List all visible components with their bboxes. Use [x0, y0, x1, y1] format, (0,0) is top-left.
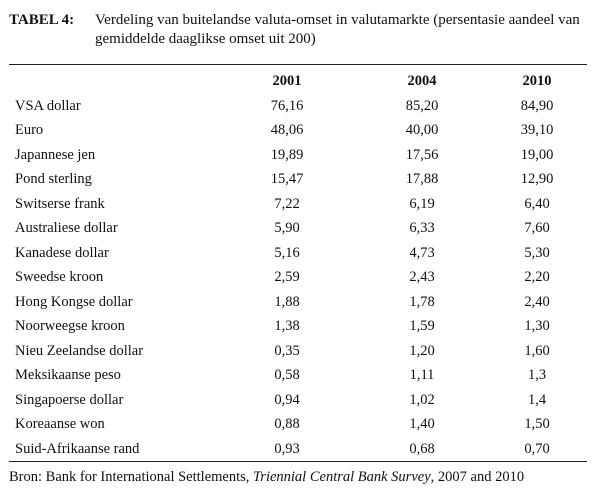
cell-2001: 1,38: [274, 318, 300, 334]
cell-2010: 1,60: [524, 342, 550, 359]
cell-2004: 1,40: [409, 416, 435, 432]
table-row: Australiese dollar 5,90 6,33 7,60: [9, 216, 587, 241]
table-row: Meksikaanse peso 0,58 1,11 1,3: [9, 363, 587, 388]
row-label: Hong Kongse dollar: [15, 293, 133, 310]
header-year-2010: 2010: [522, 73, 552, 89]
table-row: Euro 48,06 40,00 39,10: [9, 118, 587, 143]
table-row: VSA dollar 76,16 85,20 84,90: [9, 94, 587, 119]
cell-2010: 1,50: [524, 416, 550, 432]
table-row: Japannese jen 19,89 17,56 19,00: [9, 143, 587, 168]
row-label: Koreaanse won: [15, 416, 105, 432]
cell-2010: 2,20: [524, 269, 550, 285]
header-currency-column: [9, 69, 217, 94]
cell-2001: 48,06: [270, 122, 304, 138]
cell-2004: 6,33: [409, 220, 435, 236]
table-row: Sweedse kroon 2,59 2,43 2,20: [9, 265, 587, 290]
table-row: Noorweegse kroon 1,38 1,59 1,30: [9, 314, 587, 339]
cell-2004: 1,02: [409, 391, 435, 408]
table-row: Switserse frank 7,22 6,19 6,40: [9, 192, 587, 217]
table-number-label: TABEL 4:: [9, 12, 75, 28]
table-row: Suid-Afrikaanse rand 0,93 0,68 0,70: [9, 437, 587, 462]
cell-2004: 0,68: [409, 440, 435, 457]
row-label: Meksikaanse peso: [15, 367, 121, 383]
cell-2004: 17,88: [405, 171, 439, 187]
cell-2010: 7,60: [524, 220, 550, 236]
cell-2010: 1,3: [527, 367, 547, 383]
cell-2010: 39,10: [520, 122, 554, 138]
cell-2001: 15,47: [270, 171, 304, 187]
cell-2001: 76,16: [270, 97, 304, 114]
cell-2010: 84,90: [520, 97, 554, 114]
cell-2004: 40,00: [405, 122, 439, 138]
cell-2010: 0,70: [524, 440, 550, 457]
table-row: Pond sterling 15,47 17,88 12,90: [9, 167, 587, 192]
row-label: Euro: [15, 122, 44, 138]
currency-turnover-table: 2001 2004 2010 VSA dollar 76,16 85,20 84…: [9, 69, 587, 461]
table-row: Koreaanse won 0,88 1,40 1,50: [9, 412, 587, 437]
source-suffix: , 2007 and 2010: [430, 469, 525, 485]
table-top-rule: [9, 64, 587, 65]
cell-2004: 2,43: [409, 269, 435, 285]
cell-2001: 0,88: [274, 416, 300, 432]
table-bottom-rule: [9, 461, 587, 462]
table-row: Hong Kongse dollar 1,88 1,78 2,40: [9, 290, 587, 315]
cell-2010: 19,00: [520, 146, 554, 163]
cell-2001: 7,22: [274, 195, 300, 212]
cell-2004: 1,20: [409, 342, 435, 359]
cell-2004: 1,11: [409, 367, 435, 383]
row-label: Switserse frank: [15, 195, 105, 212]
cell-2004: 4,73: [409, 244, 435, 261]
row-label: Singapoerse dollar: [15, 391, 124, 408]
table-header-row: 2001 2004 2010: [9, 69, 587, 94]
cell-2010: 2,40: [524, 293, 550, 310]
row-label: Pond sterling: [15, 171, 92, 187]
header-year-2001: 2001: [272, 73, 302, 89]
row-label: Nieu Zeelandse dollar: [15, 342, 144, 359]
table-caption-text: Verdeling van buitelandse valuta-omset i…: [95, 12, 580, 47]
table-row: Kanadese dollar 5,16 4,73 5,30: [9, 241, 587, 266]
cell-2001: 19,89: [270, 146, 304, 163]
cell-2004: 6,19: [409, 195, 435, 212]
cell-2001: 0,94: [274, 391, 300, 408]
row-label: Suid-Afrikaanse rand: [15, 440, 140, 457]
row-label: Kanadese dollar: [15, 244, 109, 261]
cell-2004: 17,56: [405, 146, 439, 163]
cell-2010: 5,30: [524, 244, 550, 261]
row-label: Sweedse kroon: [15, 269, 104, 285]
cell-2001: 0,35: [274, 342, 300, 359]
cell-2001: 1,88: [274, 293, 300, 310]
cell-2001: 0,58: [274, 367, 300, 383]
cell-2001: 5,16: [274, 244, 300, 261]
cell-2010: 12,90: [520, 171, 554, 187]
cell-2004: 1,78: [409, 293, 435, 310]
cell-2010: 1,4: [527, 391, 547, 408]
source-title: Triennial Central Bank Survey: [253, 469, 431, 485]
cell-2001: 5,90: [274, 220, 300, 236]
cell-2004: 1,59: [409, 318, 435, 334]
cell-2010: 6,40: [524, 195, 550, 212]
row-label: Australiese dollar: [15, 220, 118, 236]
row-label: Japannese jen: [15, 146, 96, 163]
row-label: Noorweegse kroon: [15, 318, 125, 334]
table-row: Nieu Zeelandse dollar 0,35 1,20 1,60: [9, 339, 587, 364]
cell-2004: 85,20: [405, 97, 439, 114]
cell-2001: 0,93: [274, 440, 300, 457]
header-year-2004: 2004: [407, 73, 437, 89]
row-label: VSA dollar: [15, 97, 81, 114]
source-prefix: Bron: Bank for International Settlements…: [9, 469, 254, 485]
cell-2001: 2,59: [274, 269, 300, 285]
cell-2010: 1,30: [524, 318, 550, 334]
source-note: Bron: Bank for International Settlements…: [9, 468, 592, 486]
table-row: Singapoerse dollar 0,94 1,02 1,4: [9, 388, 587, 413]
